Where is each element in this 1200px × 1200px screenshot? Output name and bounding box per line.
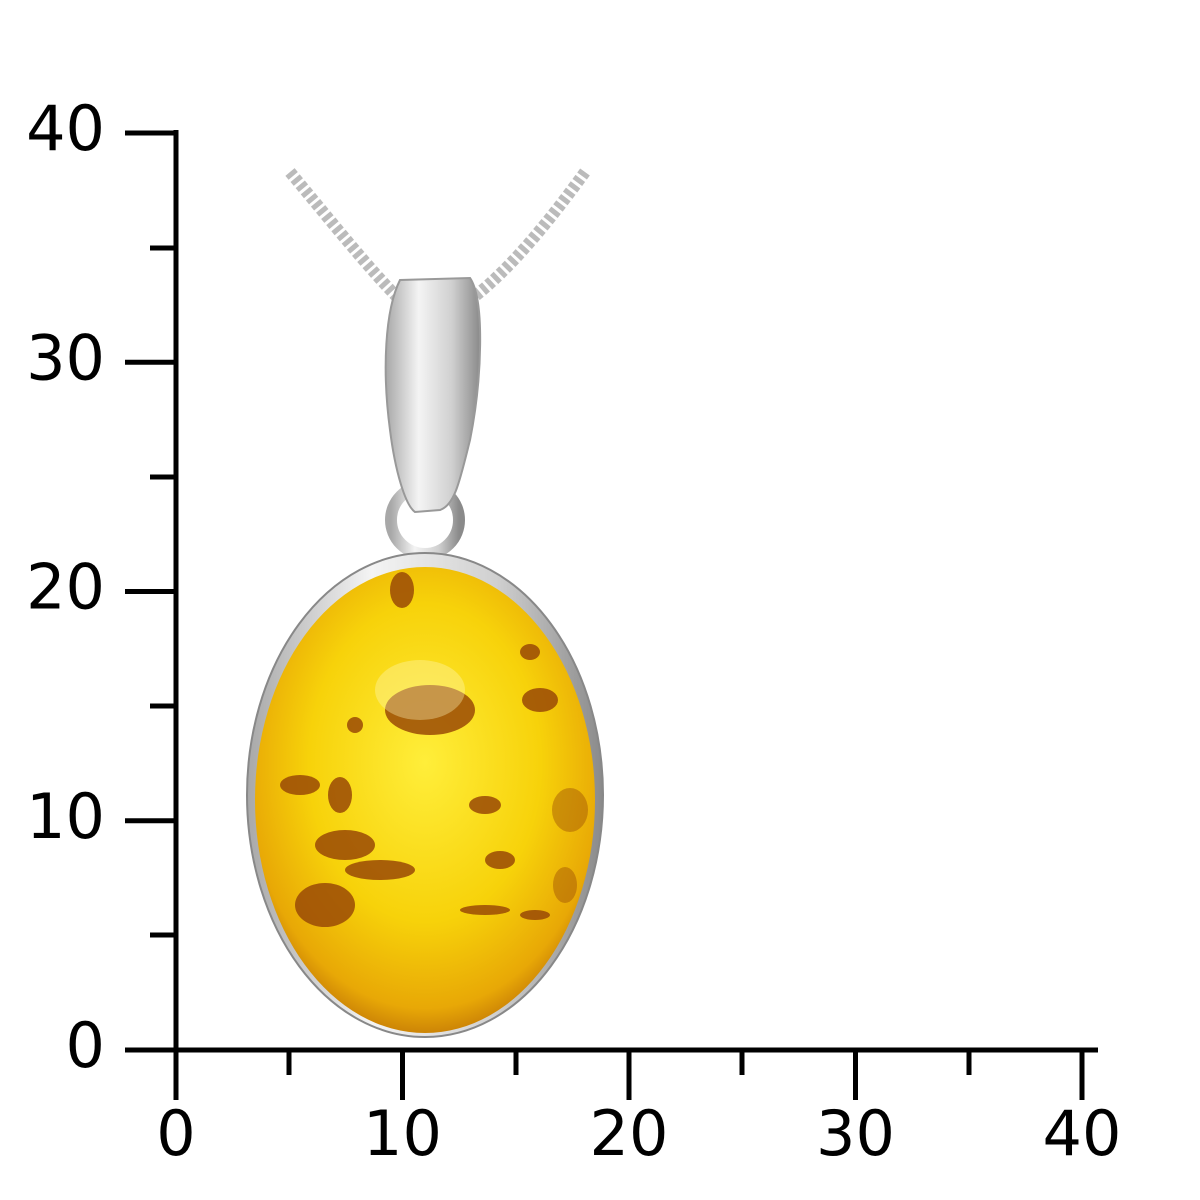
bail <box>384 276 482 514</box>
y-tick-label: 0 <box>66 1009 105 1082</box>
x-tick-label: 30 <box>816 1097 895 1170</box>
chain <box>285 168 405 305</box>
pendant <box>246 168 604 1038</box>
x-tick-label: 0 <box>156 1097 195 1170</box>
inclusions <box>280 572 588 927</box>
y-tick-label: 20 <box>26 551 105 624</box>
y-tick-label: 40 <box>26 92 105 165</box>
highlight <box>375 660 465 720</box>
minor-ticks <box>150 245 972 1075</box>
x-tick-label: 10 <box>363 1097 442 1170</box>
y-tick-label: 10 <box>26 780 105 853</box>
y-tick-label: 30 <box>26 321 105 394</box>
x-tick-label: 40 <box>1043 1097 1122 1170</box>
axes <box>125 130 1098 1100</box>
amber-stone <box>255 567 595 1033</box>
x-tick-label: 20 <box>590 1097 669 1170</box>
chain <box>466 168 590 305</box>
